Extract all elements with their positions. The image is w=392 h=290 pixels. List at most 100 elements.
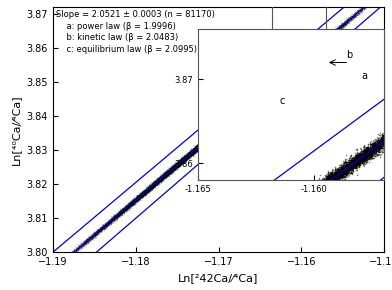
Point <box>180 155 186 159</box>
Point <box>307 49 313 54</box>
Point <box>302 51 308 56</box>
Point <box>247 102 254 106</box>
Point <box>202 140 209 144</box>
Point <box>139 192 145 197</box>
Point <box>209 133 215 137</box>
Point <box>197 145 203 150</box>
Point <box>166 169 172 174</box>
Point <box>250 100 256 104</box>
Point <box>177 160 183 164</box>
Point <box>285 67 292 71</box>
Point <box>225 119 231 124</box>
Point <box>303 55 309 59</box>
Point <box>214 130 220 135</box>
Point <box>197 146 203 151</box>
Point <box>146 187 152 191</box>
Point <box>111 216 117 220</box>
Point <box>246 102 252 107</box>
Point <box>217 128 223 132</box>
Point <box>253 93 260 98</box>
Point <box>214 130 220 135</box>
Point <box>156 177 162 181</box>
Point <box>343 167 350 171</box>
Point <box>197 143 203 148</box>
Point <box>168 168 174 173</box>
Point <box>211 130 217 134</box>
Point <box>119 206 125 210</box>
Point <box>262 90 269 94</box>
Point <box>281 73 288 78</box>
Point <box>251 99 257 103</box>
Point <box>129 204 135 208</box>
Point <box>189 150 196 155</box>
Point <box>296 61 302 66</box>
Point <box>230 114 236 118</box>
Point <box>187 151 193 156</box>
Point <box>298 58 305 62</box>
Point <box>194 145 201 150</box>
Point <box>307 49 313 54</box>
Point <box>309 49 315 54</box>
Point <box>234 111 240 116</box>
Point <box>233 113 239 117</box>
Point <box>198 139 204 144</box>
Point <box>191 149 197 154</box>
Point <box>299 57 305 61</box>
Point <box>314 46 320 51</box>
Point <box>225 122 231 126</box>
Point <box>185 152 191 157</box>
Point <box>94 231 100 236</box>
Point <box>264 87 270 91</box>
Point <box>181 158 187 162</box>
Point <box>257 93 263 97</box>
Point <box>129 200 135 204</box>
Point <box>216 129 222 133</box>
Point <box>272 81 278 86</box>
Point <box>134 196 141 200</box>
Point <box>238 109 244 114</box>
Point <box>197 143 203 147</box>
Point <box>233 112 239 117</box>
Point <box>309 47 315 52</box>
Point <box>128 203 134 207</box>
Point <box>243 106 249 110</box>
Point <box>237 106 243 111</box>
Point <box>365 151 372 155</box>
Point <box>234 112 240 117</box>
Point <box>90 238 96 242</box>
Point <box>183 156 189 160</box>
Point <box>357 162 363 166</box>
Point <box>248 97 254 102</box>
Point <box>198 143 204 148</box>
Point <box>211 131 217 136</box>
Point <box>202 139 208 144</box>
Point <box>218 125 224 129</box>
Point <box>198 143 204 148</box>
Point <box>333 173 339 178</box>
Point <box>82 239 88 244</box>
Point <box>360 5 367 10</box>
Point <box>223 120 229 124</box>
Point <box>195 146 201 151</box>
Point <box>227 120 234 124</box>
Point <box>260 89 267 93</box>
Point <box>162 176 168 181</box>
Point <box>268 83 274 87</box>
Point <box>114 213 120 218</box>
Point <box>335 25 341 30</box>
Point <box>288 66 294 70</box>
Point <box>287 68 294 72</box>
Point <box>152 176 158 181</box>
Point <box>150 182 156 187</box>
Point <box>194 145 200 150</box>
Point <box>223 120 229 124</box>
Point <box>319 39 325 44</box>
Point <box>259 91 265 95</box>
Point <box>268 83 274 88</box>
Point <box>370 146 376 151</box>
Point <box>170 165 176 170</box>
Point <box>142 191 148 196</box>
Point <box>229 117 235 121</box>
Point <box>194 145 201 149</box>
Point <box>217 126 223 130</box>
